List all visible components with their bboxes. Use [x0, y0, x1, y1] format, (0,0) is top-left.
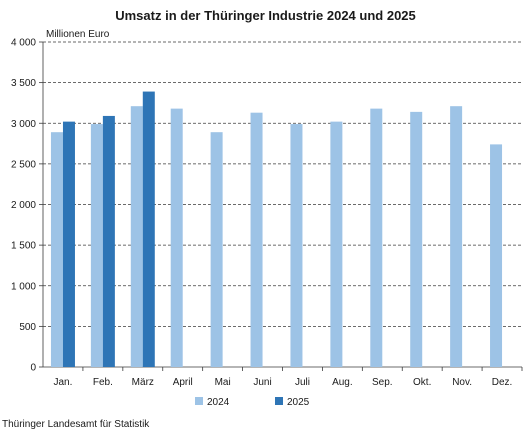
bar-2024-Okt. — [410, 111, 423, 367]
bar-2024-Nov. — [450, 106, 463, 367]
y-tick-label: 2 500 — [11, 159, 36, 170]
y-tick-label: 3 500 — [11, 78, 36, 89]
x-tick-label: März — [132, 377, 154, 388]
x-tick-label: Sep. — [372, 377, 393, 388]
y-tick-label: 3 000 — [11, 119, 36, 130]
bar-2024-Juni — [250, 112, 263, 367]
chart-title: Umsatz in der Thüringer Industrie 2024 u… — [115, 8, 416, 23]
y-tick-label: 500 — [19, 322, 36, 333]
x-tick-label: April — [173, 377, 193, 388]
legend-swatch-2024 — [195, 397, 203, 405]
x-tick-label: Mai — [215, 377, 231, 388]
bar-2024-April — [170, 108, 183, 367]
x-tick-label: Juli — [295, 377, 310, 388]
bar-2024-Aug. — [330, 121, 343, 367]
bar-2025-März — [142, 91, 155, 367]
legend-swatch-2025 — [275, 397, 283, 405]
y-tick-label: 1 500 — [11, 241, 36, 252]
x-tick-label: Jan. — [54, 377, 73, 388]
source-note: Thüringer Landesamt für Statistik — [2, 419, 150, 430]
x-tick-label: Feb. — [93, 377, 113, 388]
y-tick-label: 0 — [30, 363, 36, 374]
legend-label-2025: 2025 — [287, 397, 310, 408]
bar-2024-Mai — [210, 132, 223, 367]
bar-2024-Jan. — [50, 132, 63, 367]
y-tick-label: 1 000 — [11, 281, 36, 292]
legend-label-2024: 2024 — [207, 397, 230, 408]
bar-2024-Dez. — [490, 144, 503, 367]
x-tick-label: Nov. — [452, 377, 472, 388]
bar-2024-März — [130, 106, 143, 367]
y-tick-label: 2 000 — [11, 200, 36, 211]
bar-2024-Sep. — [370, 108, 383, 367]
bar-2024-Feb. — [90, 124, 103, 367]
y-tick-label: 4 000 — [11, 38, 36, 49]
x-tick-label: Dez. — [492, 377, 513, 388]
bar-2025-Feb. — [102, 115, 115, 367]
y-axis-label: Millionen Euro — [46, 29, 110, 40]
x-tick-label: Juni — [253, 377, 271, 388]
x-tick-label: Okt. — [413, 377, 431, 388]
x-tick-label: Aug. — [332, 377, 353, 388]
bar-2025-Jan. — [62, 121, 75, 367]
bar-2024-Juli — [290, 124, 303, 367]
